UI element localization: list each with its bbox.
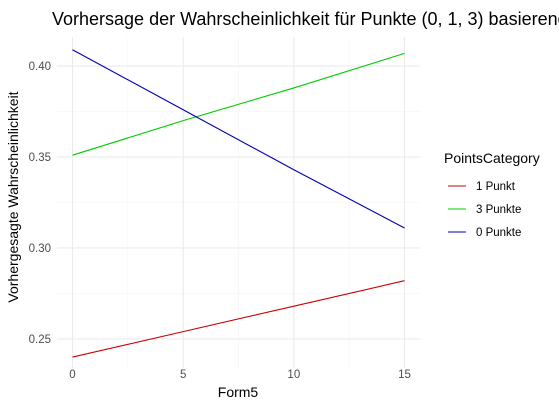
grid [57, 37, 420, 368]
legend-label-1-punkt: 1 Punkt [476, 181, 516, 193]
series-line-3-punkte [72, 52, 405, 156]
legend-label-3-punkte: 3 Punkte [476, 204, 521, 216]
x-axis-ticks: 0 5 10 15 [69, 369, 411, 381]
series-lines [72, 49, 405, 358]
chart-title: Vorhersage der Wahrscheinlichkeit für Pu… [52, 9, 559, 29]
legend-label-0-punkte: 0 Punkte [476, 227, 521, 239]
y-tick-label: 0.30 [29, 243, 51, 255]
y-axis-ticks: 0.25 0.30 0.35 0.40 [29, 61, 51, 346]
legend: PointsCategory 1 Punkt 3 Punkte 0 Punkte [444, 150, 540, 239]
legend-title: PointsCategory [444, 150, 540, 166]
y-tick-label: 0.35 [29, 152, 51, 164]
x-tick-label: 0 [69, 369, 75, 381]
x-axis-title: Form5 [218, 384, 259, 400]
series-line-0-punkte [72, 49, 405, 229]
series-line-1-punkt [72, 280, 405, 358]
x-tick-label: 10 [287, 369, 300, 381]
y-axis-title: Vorhergesagte Wahrscheinlichkeit [5, 91, 21, 302]
y-tick-label: 0.25 [29, 334, 51, 346]
x-tick-label: 15 [398, 369, 411, 381]
y-tick-label: 0.40 [29, 61, 51, 73]
legend-items: 1 Punkt 3 Punkte 0 Punkte [448, 181, 521, 239]
x-tick-label: 5 [180, 369, 186, 381]
